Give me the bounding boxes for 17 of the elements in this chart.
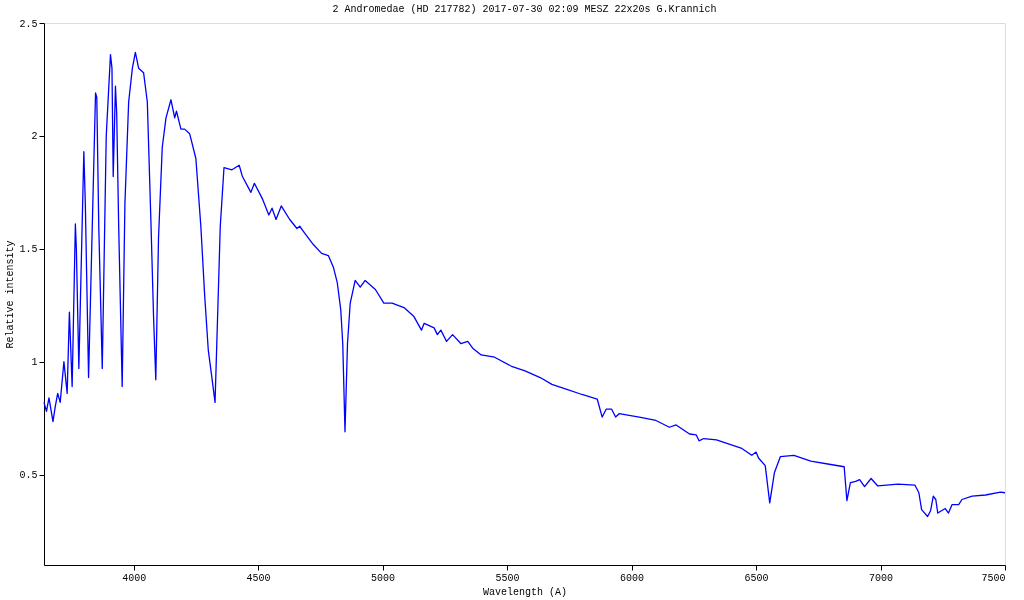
x-tick-label: 4000 <box>122 572 147 584</box>
y-tick-label: 0.5 <box>19 470 38 482</box>
x-tick-label: 5500 <box>495 572 520 584</box>
y-tick-label: 2 <box>31 131 38 143</box>
x-tick-label: 7500 <box>981 572 1006 584</box>
y-tick-label: 1 <box>31 357 38 369</box>
line-series <box>43 51 1006 518</box>
x-tick-label: 7000 <box>869 572 894 584</box>
chart-title: 2 Andromedae (HD 217782) 2017-07-30 02:09 MESZ 22x20s G.Krannich <box>332 4 717 15</box>
y-tick-label: 1.5 <box>19 244 38 256</box>
x-axis-title: Wavelength (A) <box>482 586 568 598</box>
x-tick-label: 5000 <box>371 572 396 584</box>
x-tick-label: 4500 <box>246 572 271 584</box>
y-tick-label: 2.5 <box>19 18 38 30</box>
x-tick-label: 6000 <box>620 572 645 584</box>
y-axis-title: Relative intensity <box>5 240 17 349</box>
x-tick-label: 6500 <box>744 572 769 584</box>
